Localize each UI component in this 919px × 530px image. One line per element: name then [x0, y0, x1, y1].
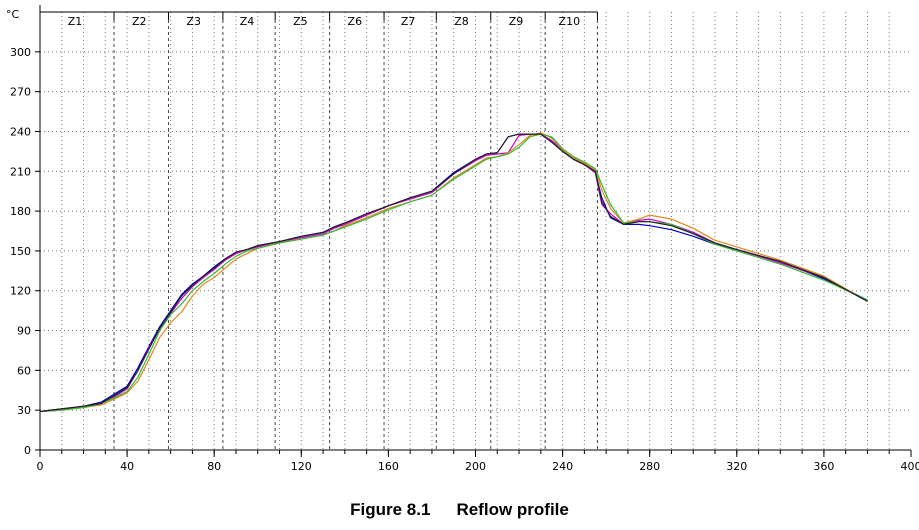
x-tick-label: 120: [291, 460, 312, 473]
zone-label: Z7: [401, 15, 416, 28]
y-tick-label: 30: [17, 404, 31, 417]
zone-markers: Z1 Z2 Z3 Z4 Z5 Z6 Z7 Z8 Z9 Z10: [40, 11, 598, 450]
figure-title: Reflow profile: [456, 500, 569, 519]
y-tick-label: 300: [10, 46, 31, 59]
x-tick-label: 240: [552, 460, 573, 473]
x-tick-label: 80: [207, 460, 221, 473]
zone-label: Z1: [68, 15, 83, 28]
zone-label: Z5: [293, 15, 308, 28]
y-axis-unit-label: °C: [6, 8, 20, 21]
zone-label: Z4: [240, 15, 255, 28]
zone-label: Z10: [559, 15, 581, 28]
y-tick-label: 0: [24, 444, 31, 457]
x-tick-label: 360: [813, 460, 834, 473]
figure-caption: Figure 8.1 Reflow profile: [0, 500, 919, 520]
figure-number: Figure 8.1: [350, 500, 431, 519]
x-tick-label: 40: [120, 460, 134, 473]
x-tick-label: 320: [726, 460, 747, 473]
x-tick-label: 160: [378, 460, 399, 473]
y-tick-label: 240: [10, 125, 31, 138]
chart-axes: [35, 5, 912, 457]
zone-label: Z6: [348, 15, 363, 28]
y-tick-label: 60: [17, 364, 31, 377]
chart-grid: [40, 12, 911, 450]
y-tick-label: 180: [10, 205, 31, 218]
tick-labels: 0 30 60 90 120 150 180 210 240 270 300 0 40 80 120 160 2…: [10, 46, 919, 473]
x-tick-label: 400: [901, 460, 919, 473]
y-tick-label: 210: [10, 165, 31, 178]
series-line-4: [39, 133, 868, 413]
chart-series: [39, 132, 868, 413]
y-tick-label: 90: [17, 325, 31, 338]
y-tick-label: 120: [10, 285, 31, 298]
series-line-5: [39, 133, 868, 413]
x-tick-label: 0: [37, 460, 44, 473]
zone-label: Z8: [454, 15, 469, 28]
x-tick-label: 280: [639, 460, 660, 473]
x-tick-label: 200: [465, 460, 486, 473]
zone-label: Z2: [132, 15, 147, 28]
zone-label: Z9: [509, 15, 524, 28]
zone-label: Z3: [186, 15, 201, 28]
y-tick-label: 150: [10, 245, 31, 258]
y-tick-label: 270: [10, 86, 31, 99]
